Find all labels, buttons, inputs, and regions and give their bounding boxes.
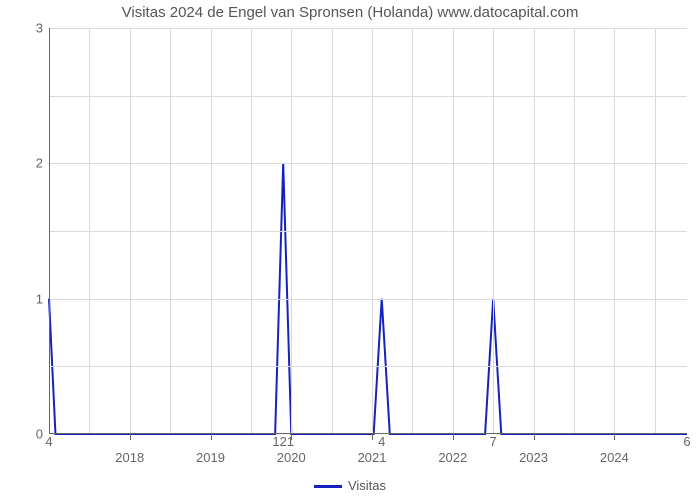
gridline-vertical [170, 28, 171, 434]
value-label: 6 [683, 434, 690, 449]
plot-area [49, 28, 687, 434]
x-tick-mark [372, 434, 373, 440]
gridline-vertical [614, 28, 615, 434]
gridline-vertical [130, 28, 131, 434]
legend-swatch [314, 485, 342, 488]
x-tick-mark [534, 434, 535, 440]
x-tick-mark [211, 434, 212, 440]
x-tick-mark [614, 434, 615, 440]
y-tick-label: 1 [13, 291, 43, 306]
x-tick-label: 2023 [504, 450, 564, 465]
legend: Visitas [0, 478, 700, 493]
gridline-vertical [89, 28, 90, 434]
value-label: 4 [378, 434, 385, 449]
value-label: 4 [45, 434, 52, 449]
gridline-vertical [574, 28, 575, 434]
x-tick-mark [130, 434, 131, 440]
x-tick-label: 2024 [584, 450, 644, 465]
y-tick-label: 3 [13, 21, 43, 36]
chart-title: Visitas 2024 de Engel van Spronsen (Hola… [0, 4, 700, 21]
gridline-vertical [453, 28, 454, 434]
value-label: 7 [490, 434, 497, 449]
chart-container: { "chart": { "type": "line", "title": "V… [0, 0, 700, 500]
legend-label: Visitas [348, 478, 386, 493]
gridline-vertical [655, 28, 656, 434]
gridline-vertical [412, 28, 413, 434]
gridline-vertical [332, 28, 333, 434]
x-tick-label: 2018 [100, 450, 160, 465]
gridline-horizontal [49, 28, 687, 29]
gridline-vertical [251, 28, 252, 434]
y-axis-line [49, 28, 50, 434]
value-label: 121 [272, 434, 294, 449]
gridline-horizontal [49, 96, 687, 97]
gridline-horizontal [49, 231, 687, 232]
gridline-vertical [211, 28, 212, 434]
x-tick-label: 2019 [181, 450, 241, 465]
x-tick-label: 2022 [423, 450, 483, 465]
gridline-horizontal [49, 163, 687, 164]
y-tick-label: 0 [13, 427, 43, 442]
gridline-horizontal [49, 366, 687, 367]
y-tick-label: 2 [13, 156, 43, 171]
gridline-vertical [534, 28, 535, 434]
gridline-vertical [372, 28, 373, 434]
x-tick-label: 2020 [261, 450, 321, 465]
x-tick-label: 2021 [342, 450, 402, 465]
x-tick-mark [453, 434, 454, 440]
gridline-vertical [291, 28, 292, 434]
gridline-horizontal [49, 299, 687, 300]
x-axis-line [49, 433, 687, 434]
gridline-vertical [493, 28, 494, 434]
